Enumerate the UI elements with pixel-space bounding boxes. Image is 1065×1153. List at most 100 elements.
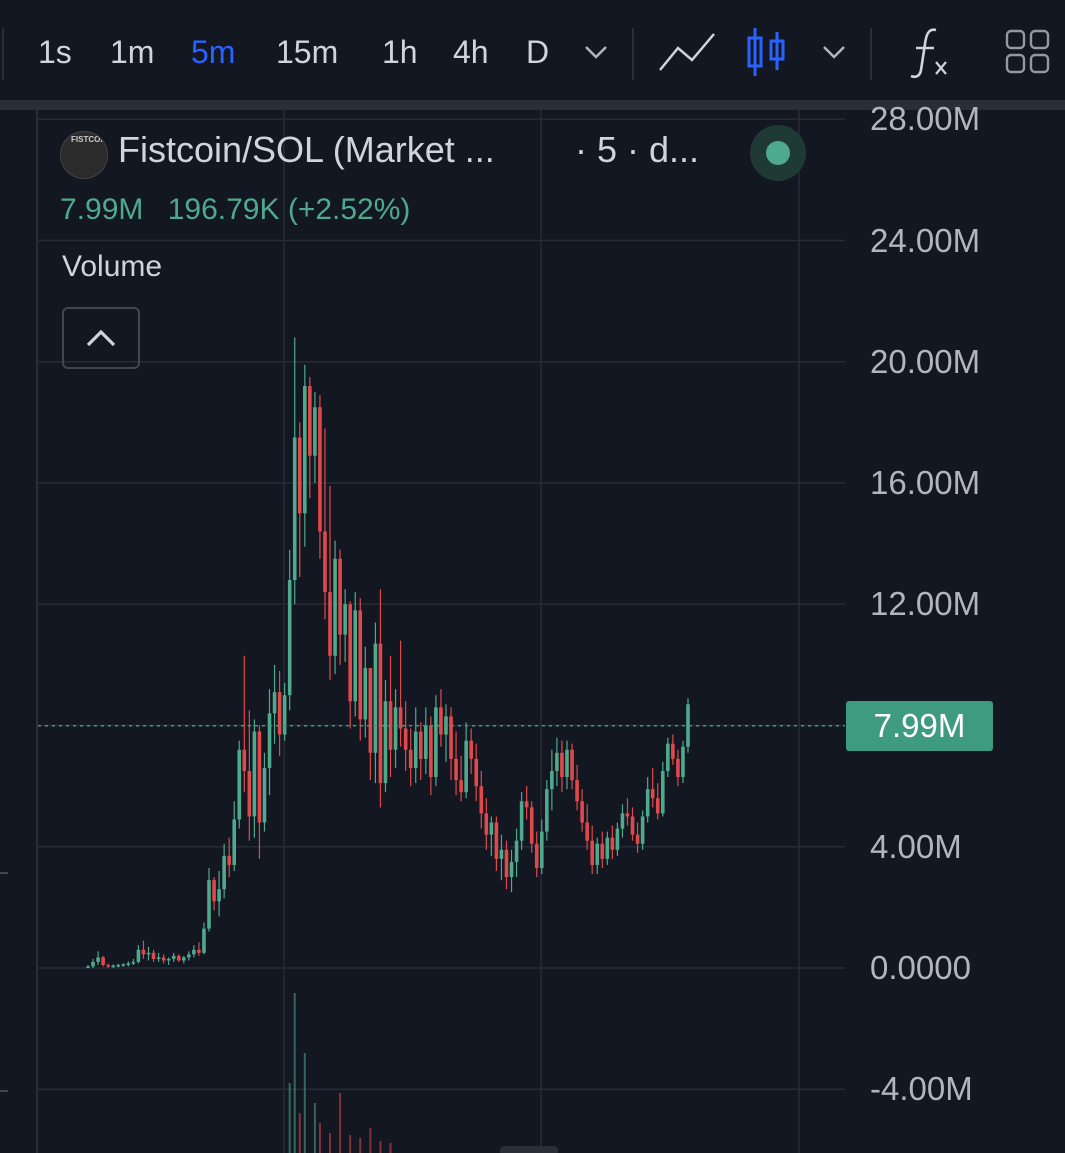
candle-body — [630, 816, 635, 835]
candle — [378, 589, 383, 808]
interval-4h[interactable]: 4h — [453, 34, 489, 70]
candle-body — [640, 816, 645, 844]
candle-body — [590, 840, 595, 865]
candle-body — [171, 955, 176, 959]
candle — [297, 422, 302, 577]
collapse-legend-button[interactable] — [62, 307, 140, 369]
candle — [348, 601, 352, 729]
candle-body — [86, 966, 90, 968]
candle — [655, 783, 660, 820]
candle-body — [292, 437, 297, 580]
candle-body — [176, 955, 181, 961]
interval-1h[interactable]: 1h — [382, 34, 418, 70]
volume-bar — [379, 1141, 382, 1153]
candle-body — [242, 749, 247, 771]
candle-body — [645, 789, 650, 817]
indicators-fx-icon[interactable] — [906, 24, 954, 85]
price-chart[interactable] — [38, 110, 1065, 1153]
candle — [630, 807, 635, 841]
candle-body — [343, 604, 347, 635]
candle — [232, 801, 237, 871]
candle-body — [620, 813, 625, 829]
candle-body — [373, 643, 378, 753]
candle-body — [555, 752, 559, 771]
candle — [509, 849, 514, 893]
volume-bar — [389, 1143, 392, 1153]
candle-body — [323, 531, 327, 593]
chevron-down-icon[interactable] — [818, 36, 850, 73]
volume-bar — [303, 1053, 306, 1153]
candle-body — [545, 789, 549, 832]
candle — [439, 689, 443, 747]
candle — [207, 867, 211, 932]
candle — [429, 716, 433, 796]
candle — [403, 701, 408, 771]
candle — [686, 698, 690, 753]
candle — [388, 655, 393, 778]
candle-body — [615, 828, 620, 850]
candle — [565, 740, 569, 790]
candle-body — [489, 822, 494, 835]
candle-body — [524, 801, 529, 808]
interval-d[interactable]: D — [526, 34, 550, 70]
candle — [292, 337, 297, 605]
candle — [353, 592, 358, 717]
candle — [484, 798, 489, 850]
volume-bar — [339, 1093, 342, 1153]
chevron-up-icon — [86, 329, 116, 347]
candle — [560, 740, 564, 793]
symbol-title[interactable]: Fistcoin/SOL (Market ... — [118, 129, 495, 170]
candlestick-series — [86, 337, 690, 968]
candle — [534, 831, 539, 878]
candle-body — [121, 964, 126, 966]
left-panel-edge — [0, 110, 38, 1153]
line-chart-icon[interactable] — [656, 26, 718, 83]
candle-body — [509, 861, 514, 878]
interval-1s[interactable]: 1s — [38, 34, 72, 70]
candle-body — [348, 604, 352, 702]
candle — [545, 780, 549, 841]
price-axis-label: 16.00M — [870, 464, 981, 501]
candle — [454, 731, 458, 796]
candle-body — [232, 819, 237, 865]
candle — [222, 843, 226, 899]
candle — [111, 964, 116, 968]
interval-1m[interactable]: 1m — [110, 34, 155, 70]
top-toolbar: 1s 1m 5m 15m 1h 4h D — [0, 0, 1065, 100]
candle — [197, 942, 201, 956]
candle-body — [358, 610, 363, 720]
candle-body — [257, 731, 262, 823]
interval-5m[interactable]: 5m — [191, 34, 236, 70]
price-axis-label: 4.00M — [870, 827, 962, 865]
candle — [524, 786, 529, 820]
chevron-down-icon[interactable] — [580, 36, 612, 73]
volume-bar — [349, 1135, 352, 1153]
candle — [504, 840, 509, 890]
layout-grid-icon[interactable] — [1004, 28, 1052, 81]
time-scale-handle[interactable] — [500, 1146, 558, 1153]
volume-bar — [288, 1083, 291, 1153]
candle-body — [383, 701, 388, 784]
volume-indicator-label[interactable]: Volume — [62, 250, 163, 283]
candle — [676, 749, 680, 787]
candle-body — [565, 749, 569, 778]
candle — [605, 831, 610, 865]
candle — [600, 831, 605, 868]
candle — [529, 801, 534, 853]
fistcoin-logo[interactable]: FISTCOIN — [60, 131, 108, 179]
candle-body — [666, 743, 670, 771]
candle — [398, 640, 403, 747]
interval-15m[interactable]: 15m — [276, 34, 339, 70]
candlestick-icon[interactable] — [744, 24, 788, 85]
candle-body — [267, 713, 272, 768]
candle-body — [393, 707, 398, 750]
market-status-indicator[interactable] — [750, 125, 806, 181]
candle — [620, 804, 625, 838]
candle — [625, 798, 630, 826]
candle — [252, 719, 257, 838]
candle-body — [136, 949, 141, 962]
candle — [514, 828, 519, 878]
symbol-meta[interactable]: · 5 · d... — [575, 129, 700, 170]
candle — [413, 707, 418, 784]
candle-body — [192, 949, 196, 955]
